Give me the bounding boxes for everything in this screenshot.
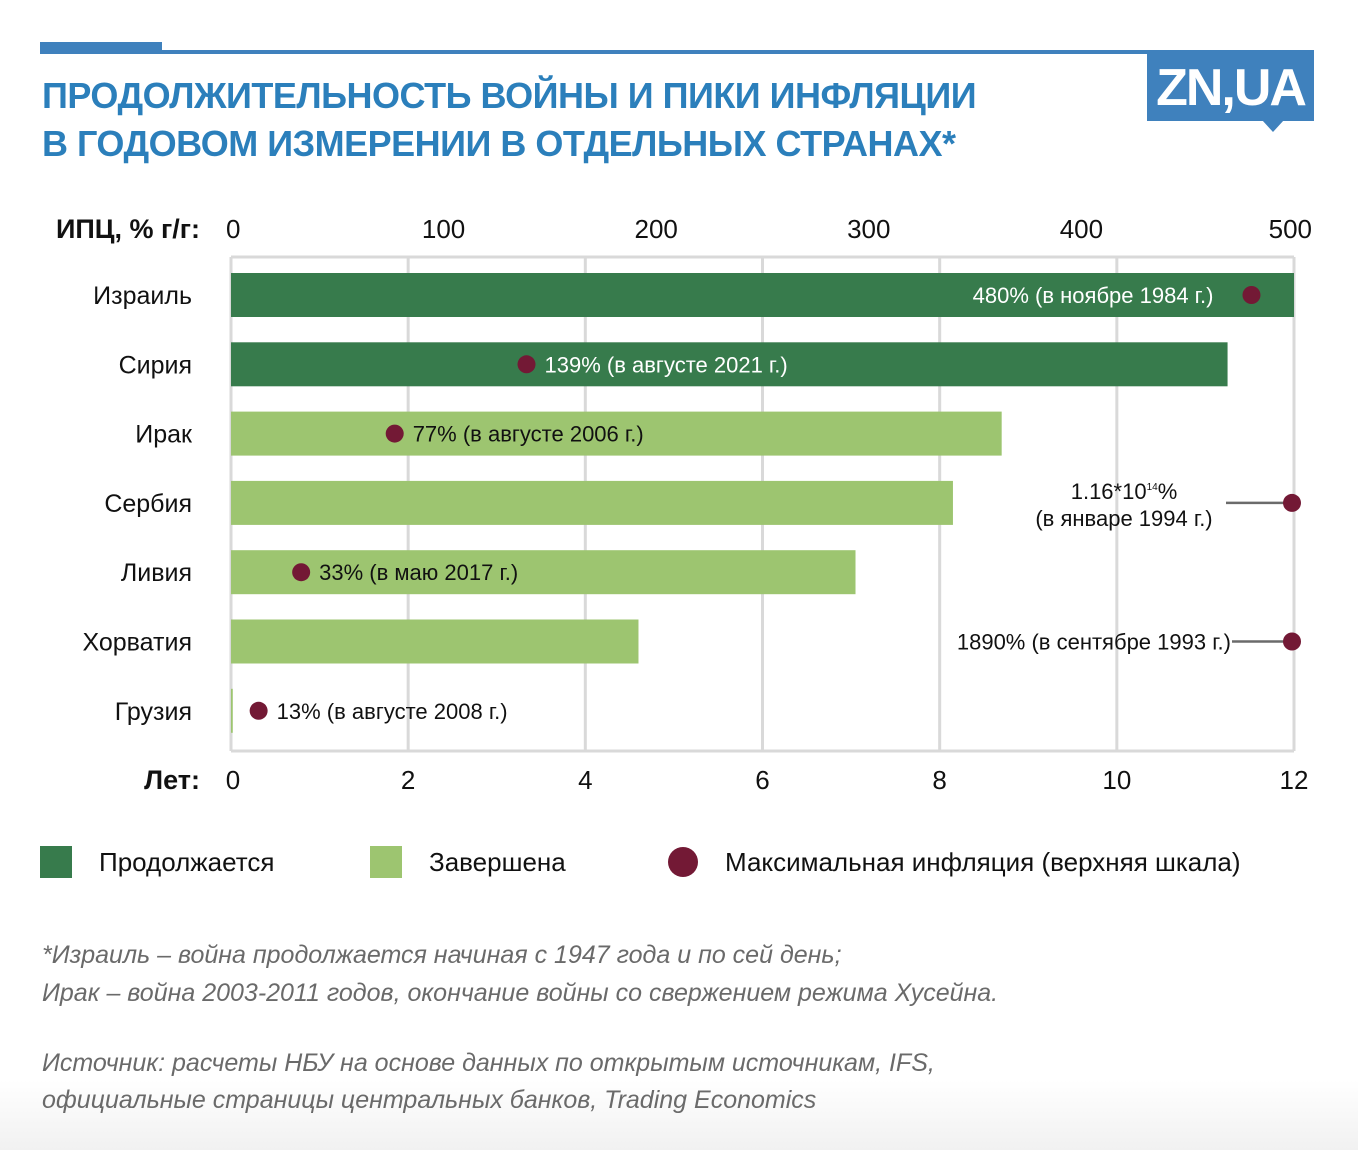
bar-finished: [231, 550, 856, 595]
category-label: Ирак: [135, 421, 193, 449]
zn-ua-logo: ZN,UA: [1147, 52, 1314, 121]
inflation-label: 139% (в августе 2021 г.): [545, 352, 788, 377]
bottom-axis-title: Лет:: [144, 765, 200, 795]
legend-item-finished: Завершена: [370, 840, 566, 884]
header-rule: [40, 50, 1314, 54]
bars: [231, 273, 1294, 733]
category-label: Ливия: [121, 559, 192, 587]
footnote-israel: *Израиль – война продолжается начиная с …: [42, 941, 842, 969]
max-inflation-dot: [1283, 632, 1301, 651]
axes: ИПЦ, % г/г: 0 100 200 300 400 500 Лет: 0 2 4 6 8 10 12…: [56, 214, 1312, 795]
inflation-label: 77% (в августе 2006 г.): [413, 422, 644, 447]
source-line-2: официальные страницы центральных банков,…: [42, 1086, 817, 1114]
title-line-2: В ГОДОВОМ ИЗМЕРЕНИИ В ОТДЕЛЬНЫХ СТРАНАХ*: [42, 123, 956, 164]
bottom-tick-label: 12: [1280, 765, 1309, 795]
bar-ongoing: [231, 273, 1294, 317]
max-inflation-dot: [1283, 493, 1301, 512]
inflation-markers: 480% (в ноябре 1984 г.) 139% (в августе 2…: [249, 283, 1301, 724]
bottom-tick-label: 6: [755, 765, 769, 795]
header-accent-bar: [40, 42, 162, 53]
bar-finished: [231, 480, 953, 525]
title-line-1: ПРОДОЛЖИТЕЛЬНОСТЬ ВОЙНЫ И ПИКИ ИНФЛЯЦИИ: [42, 75, 977, 116]
bar-finished: [231, 411, 1002, 456]
max-inflation-dot: [1242, 286, 1261, 304]
bar-finished: [231, 619, 639, 664]
legend-label: Завершена: [429, 846, 566, 877]
category-label: Сербия: [104, 490, 192, 518]
inflation-label: 33% (в маю 2017 г.): [319, 560, 518, 585]
bar-chart: 480% (в ноябре 1984 г.) 139% (в августе 2…: [56, 214, 1312, 795]
exponent: 14: [1147, 482, 1159, 493]
category-label: Израиль: [93, 282, 192, 310]
legend-item-max-inflation: Максимальная инфляция (верхняя шкала): [668, 840, 1241, 884]
footer-background: [0, 1080, 1358, 1150]
bottom-tick-label: 4: [578, 765, 592, 795]
bar-finished: [231, 688, 233, 733]
max-inflation-dot: [292, 563, 311, 582]
bottom-tick-label: 8: [932, 765, 946, 795]
top-axis-title: ИПЦ, % г/г:: [56, 214, 200, 244]
max-inflation-dot: [385, 424, 404, 443]
inflation-label: 1890% (в сентябре 1993 г.): [957, 630, 1231, 655]
legend-item-ongoing: Продолжается: [40, 840, 274, 884]
inflation-label: 480% (в ноябре 1984 г.): [973, 283, 1214, 308]
bottom-tick-label: 2: [401, 765, 415, 795]
bar-ongoing: [231, 342, 1228, 387]
category-label: Сирия: [119, 351, 192, 379]
inflation-label: 13% (в августе 2008 г.): [277, 699, 508, 724]
category-label: Грузия: [115, 698, 192, 726]
legend-label: Максимальная инфляция (верхняя шкала): [725, 846, 1241, 877]
top-tick-label: 500: [1269, 214, 1312, 244]
legend-label: Продолжается: [99, 846, 275, 877]
max-inflation-dot: [517, 355, 536, 374]
inflation-label: 1.16*1014%: [1071, 479, 1178, 504]
legend: Продолжается Завершена Максимальная инфл…: [40, 840, 1340, 884]
category-label: Хорватия: [82, 629, 192, 657]
logo-text: ZN,UA: [1156, 59, 1307, 117]
top-tick-label: 200: [635, 214, 678, 244]
chart-title: ПРОДОЛЖИТЕЛЬНОСТЬ ВОЙНЫ И ПИКИ ИНФЛЯЦИИ …: [42, 72, 1122, 168]
bottom-tick-label: 10: [1102, 765, 1131, 795]
legend-swatch-finished: [370, 846, 402, 878]
legend-swatch-ongoing: [40, 846, 72, 878]
max-inflation-dot: [249, 701, 268, 720]
source-line-1: Источник: расчеты НБУ на основе данных п…: [42, 1049, 935, 1077]
top-tick-label: 100: [422, 214, 465, 244]
inflation-label-date: (в январе 1994 г.): [1035, 506, 1212, 531]
legend-dot-icon: [668, 847, 698, 877]
footnote-iraq: Ирак – война 2003-2011 годов, окончание …: [42, 979, 999, 1007]
bottom-tick-label: 0: [226, 765, 240, 795]
top-tick-label: 400: [1060, 214, 1103, 244]
logo-speech-tail: [1262, 120, 1284, 132]
top-tick-label: 0: [226, 214, 240, 244]
top-tick-label: 300: [847, 214, 890, 244]
